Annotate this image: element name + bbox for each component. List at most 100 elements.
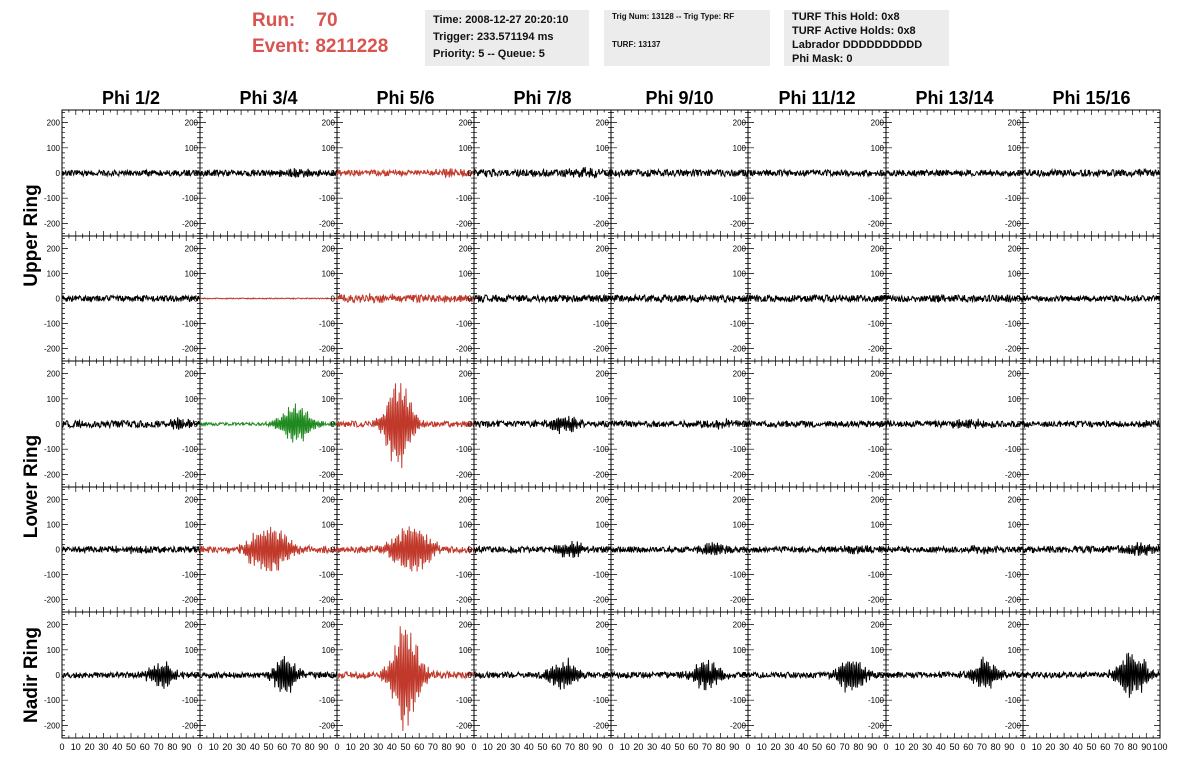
y-tick-label: -200 [44, 345, 61, 354]
y-tick-label: -100 [1005, 194, 1022, 203]
waveform-trace [336, 292, 475, 304]
y-tick-label: -100 [182, 445, 199, 454]
waveform-trace [199, 526, 338, 572]
y-tick-label: 200 [733, 370, 747, 379]
column-header: Phi 11/12 [778, 88, 855, 108]
ring-label: Nadir Ring [21, 627, 42, 723]
waveform-trace [474, 657, 612, 690]
x-tick-label: 30 [922, 742, 932, 752]
y-tick-label: 200 [459, 245, 473, 254]
y-tick-label: 100 [871, 646, 885, 655]
x-tick-label: 40 [112, 742, 122, 752]
waveform-trace [336, 526, 475, 572]
x-tick-label: 70 [702, 742, 712, 752]
y-tick-label: 200 [871, 370, 885, 379]
y-tick-label: 0 [331, 546, 336, 555]
y-tick-label: 200 [733, 245, 747, 254]
waveform-trace [610, 418, 749, 430]
x-tick-label: 70 [154, 742, 164, 752]
y-tick-label: -200 [182, 345, 199, 354]
y-tick-label: 100 [733, 646, 747, 655]
y-tick-label: -100 [44, 571, 61, 580]
panel-ticks [61, 236, 201, 361]
x-tick-label: 80 [579, 742, 589, 752]
y-tick-label: 0 [1017, 169, 1022, 178]
waveform-trace [1022, 542, 1161, 556]
panel-ticks [61, 110, 201, 236]
y-tick-label: -100 [44, 194, 61, 203]
x-tick-label: 20 [908, 742, 918, 752]
panel-ticks [747, 487, 887, 612]
y-tick-label: -200 [182, 596, 199, 605]
y-tick-label: 200 [185, 496, 199, 505]
x-tick-label: 90 [1141, 742, 1151, 752]
x-tick-label: 60 [826, 742, 836, 752]
y-tick-label: -100 [730, 445, 747, 454]
y-tick-label: 100 [459, 270, 473, 279]
column-header: Phi 7/8 [513, 88, 571, 108]
column-header: Phi 1/2 [102, 88, 160, 108]
x-tick-label: 20 [359, 742, 369, 752]
y-tick-label: -200 [456, 345, 473, 354]
y-tick-label: -200 [868, 596, 885, 605]
y-tick-label: -200 [1005, 721, 1022, 730]
x-tick-label: 0 [197, 742, 202, 752]
x-tick-label: 50 [674, 742, 684, 752]
panel-ticks [61, 487, 201, 612]
y-tick-label: 0 [56, 671, 61, 680]
y-tick-label: 200 [871, 621, 885, 630]
y-tick-label: 100 [322, 646, 336, 655]
x-tick-label: 0 [1020, 742, 1025, 752]
waveform-trace [747, 544, 887, 555]
y-tick-label: -200 [44, 721, 61, 730]
panel-ticks [61, 361, 201, 487]
waveform-trace [610, 542, 749, 556]
y-tick-label: 100 [596, 395, 610, 404]
x-tick-label: 0 [471, 742, 476, 752]
y-tick-label: 200 [185, 119, 199, 128]
y-tick-label: -100 [868, 194, 885, 203]
y-tick-label: -200 [319, 470, 336, 479]
y-tick-label: -100 [44, 696, 61, 705]
x-tick-label: 30 [510, 742, 520, 752]
x-tick-label: 10 [895, 742, 905, 752]
waveform-trace [199, 655, 338, 693]
y-tick-label: 100 [185, 395, 199, 404]
y-tick-label: -200 [730, 721, 747, 730]
y-tick-label: 100 [871, 144, 885, 153]
y-tick-label: -100 [1005, 696, 1022, 705]
y-tick-label: 200 [871, 119, 885, 128]
y-tick-label: -100 [182, 571, 199, 580]
event-value: 8211228 [315, 36, 389, 57]
waveform-trace [747, 661, 887, 693]
panel-ticks [336, 487, 475, 612]
waveform-trace [473, 166, 612, 179]
y-tick-label: 100 [47, 144, 61, 153]
x-tick-label: 10 [757, 742, 767, 752]
waveform-trace [199, 297, 338, 300]
y-tick-label: -200 [730, 470, 747, 479]
y-tick-label: 100 [459, 521, 473, 530]
x-tick-label: 50 [1086, 742, 1096, 752]
y-tick-label: 200 [322, 370, 336, 379]
x-tick-label: 20 [496, 742, 506, 752]
y-tick-label: -200 [319, 219, 336, 228]
panel-ticks [473, 487, 612, 612]
y-tick-label: 0 [468, 420, 473, 429]
y-tick-label: 100 [459, 646, 473, 655]
y-tick-label: 200 [596, 370, 610, 379]
y-tick-label: -200 [182, 470, 199, 479]
panel-ticks [747, 236, 887, 361]
waveform-trace [61, 661, 201, 689]
y-tick-label: 200 [47, 245, 61, 254]
y-tick-label: -100 [456, 445, 473, 454]
y-tick-label: -100 [730, 194, 747, 203]
panel-ticks [1022, 236, 1161, 361]
y-tick-label: 100 [322, 144, 336, 153]
y-tick-label: -200 [868, 219, 885, 228]
y-tick-label: -200 [1005, 470, 1022, 479]
turf-hold-text: TURF This Hold: 0x8 [792, 11, 900, 23]
x-tick-label: 50 [126, 742, 136, 752]
y-tick-label: 200 [459, 119, 473, 128]
panel-ticks [199, 236, 338, 361]
